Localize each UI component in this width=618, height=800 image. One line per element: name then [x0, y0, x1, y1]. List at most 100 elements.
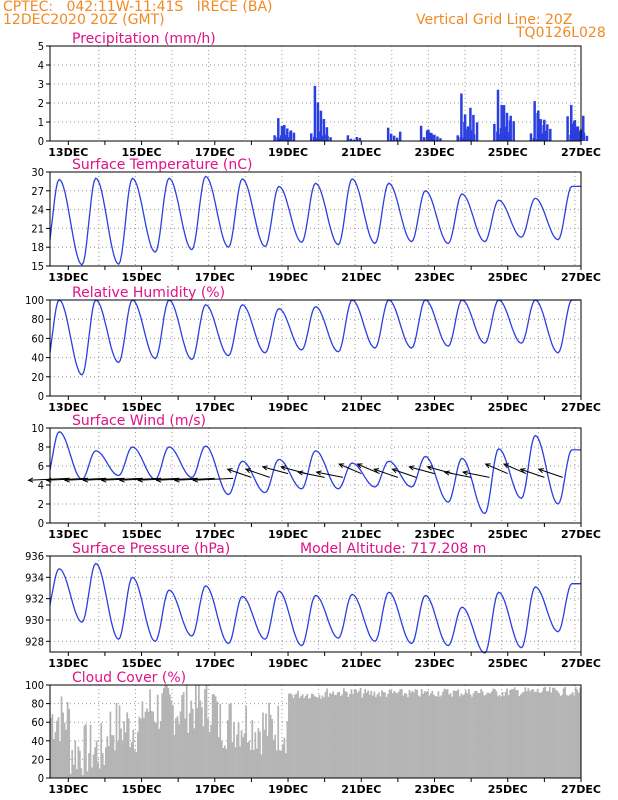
cloud-bar: [437, 691, 440, 778]
precip-bar: [499, 134, 502, 141]
precip-bar: [472, 114, 475, 141]
precip-bar: [570, 104, 573, 141]
precip-bar: [322, 118, 326, 141]
wind-arrowhead: [356, 463, 363, 469]
cloud-bar: [310, 693, 313, 778]
cloud-bar: [173, 734, 176, 778]
cloud-bar: [559, 695, 562, 778]
cloud-bar: [484, 694, 487, 778]
cloud-bar: [260, 754, 263, 778]
cloud-bar: [513, 687, 516, 778]
y-tick-label: 0: [38, 390, 44, 403]
panel-title: Precipitation (mm/h): [72, 31, 216, 47]
cloud-bar: [553, 687, 556, 778]
cloud-bar: [381, 690, 383, 778]
precip-bar: [422, 137, 426, 141]
cloud-bar: [220, 740, 223, 778]
series-line: [49, 562, 581, 654]
cloud-bar: [457, 689, 460, 778]
cloud-bar: [530, 689, 533, 778]
cloud-bar: [298, 698, 301, 778]
precip-bar: [540, 133, 543, 141]
wind-vectors: [27, 463, 563, 483]
header-station: CPTEC: 042:11W-11:41S IRECE (BA): [3, 0, 273, 15]
cloud-bar: [571, 692, 574, 778]
header-code: TQ0126L028: [516, 25, 606, 41]
cloud-bar: [214, 696, 217, 778]
precip-bar: [431, 134, 435, 141]
cloud-bar: [106, 736, 109, 778]
cloud-bar: [300, 695, 302, 778]
y-tick-label: 10: [31, 422, 44, 435]
y-tick-label: 6: [38, 460, 44, 473]
cloud-bar: [317, 698, 319, 778]
wind-arrow: [520, 468, 545, 478]
cloud-bar: [408, 689, 411, 778]
cloud-bar: [210, 724, 212, 778]
cloud-bar: [75, 769, 78, 778]
cloud-bar: [315, 696, 318, 778]
y-tick-label: 15: [31, 260, 44, 273]
wind-arrowhead: [443, 470, 450, 476]
wind-arrowhead: [244, 468, 251, 474]
cloud-bar: [129, 747, 132, 778]
x-tick-label: 21DEC: [341, 783, 381, 796]
y-tick-label: 1: [38, 116, 44, 129]
x-tick-label: 17DEC: [195, 783, 235, 796]
y-tick-label: 936: [25, 550, 44, 563]
cloud-bar: [410, 692, 412, 778]
cloud-bar: [504, 691, 507, 778]
cloud-bar: [413, 692, 415, 778]
cloud-bar: [59, 741, 61, 778]
precip-bar: [500, 104, 503, 141]
cloud-bar: [135, 752, 138, 778]
cloud-bar: [138, 716, 141, 778]
cloud-bar: [188, 713, 191, 778]
cloud-bar: [165, 685, 168, 778]
y-tick-label: 21: [31, 222, 44, 235]
cloud-bar: [123, 721, 125, 778]
cloud-bar: [524, 687, 527, 778]
cloud-bar: [149, 689, 151, 778]
cloud-bar: [510, 689, 513, 778]
cloud-bar: [204, 689, 206, 778]
precip-bar: [469, 130, 473, 141]
x-tick-label: 15DEC: [122, 783, 162, 796]
cloud-bar: [178, 724, 180, 778]
cloud-bar: [205, 685, 208, 778]
cloud-bar: [147, 711, 150, 778]
cloud-bar: [104, 747, 107, 778]
cloud-bar: [202, 726, 205, 778]
cloud-bar: [565, 694, 568, 778]
cloud-bar: [400, 689, 403, 778]
x-tick-label: 25DEC: [488, 271, 528, 284]
cloud-bar: [304, 695, 307, 778]
cloud-bar: [536, 688, 539, 778]
cloud-bar: [182, 692, 185, 778]
cloud-bar: [423, 691, 426, 778]
x-tick-label: 27DEC: [561, 146, 601, 159]
cloud-bar: [516, 690, 519, 778]
precip-bar: [472, 134, 476, 141]
cloud-bar: [184, 718, 187, 778]
cloud-bar: [190, 700, 193, 778]
x-tick-label: 19DEC: [268, 271, 308, 284]
wind-arrowhead: [280, 465, 287, 471]
cloud-bar: [472, 693, 475, 778]
cloud-bar: [274, 734, 277, 778]
cloud-bar: [361, 697, 364, 778]
precip-bar: [325, 127, 329, 141]
wind-arrow: [444, 471, 472, 478]
cloud-bar: [541, 691, 544, 778]
cloud-bar: [375, 697, 377, 778]
cloud-bar: [283, 737, 286, 778]
cloud-bar: [164, 685, 167, 778]
cloud-bar: [286, 721, 289, 778]
cloud-bar: [330, 693, 333, 778]
cloud-bar: [136, 731, 139, 778]
cloud-bar: [199, 700, 202, 778]
cloud-bar: [207, 718, 209, 778]
cloud-bar: [312, 694, 315, 778]
cloud-bar: [544, 686, 547, 778]
cloud-bar: [512, 689, 515, 778]
